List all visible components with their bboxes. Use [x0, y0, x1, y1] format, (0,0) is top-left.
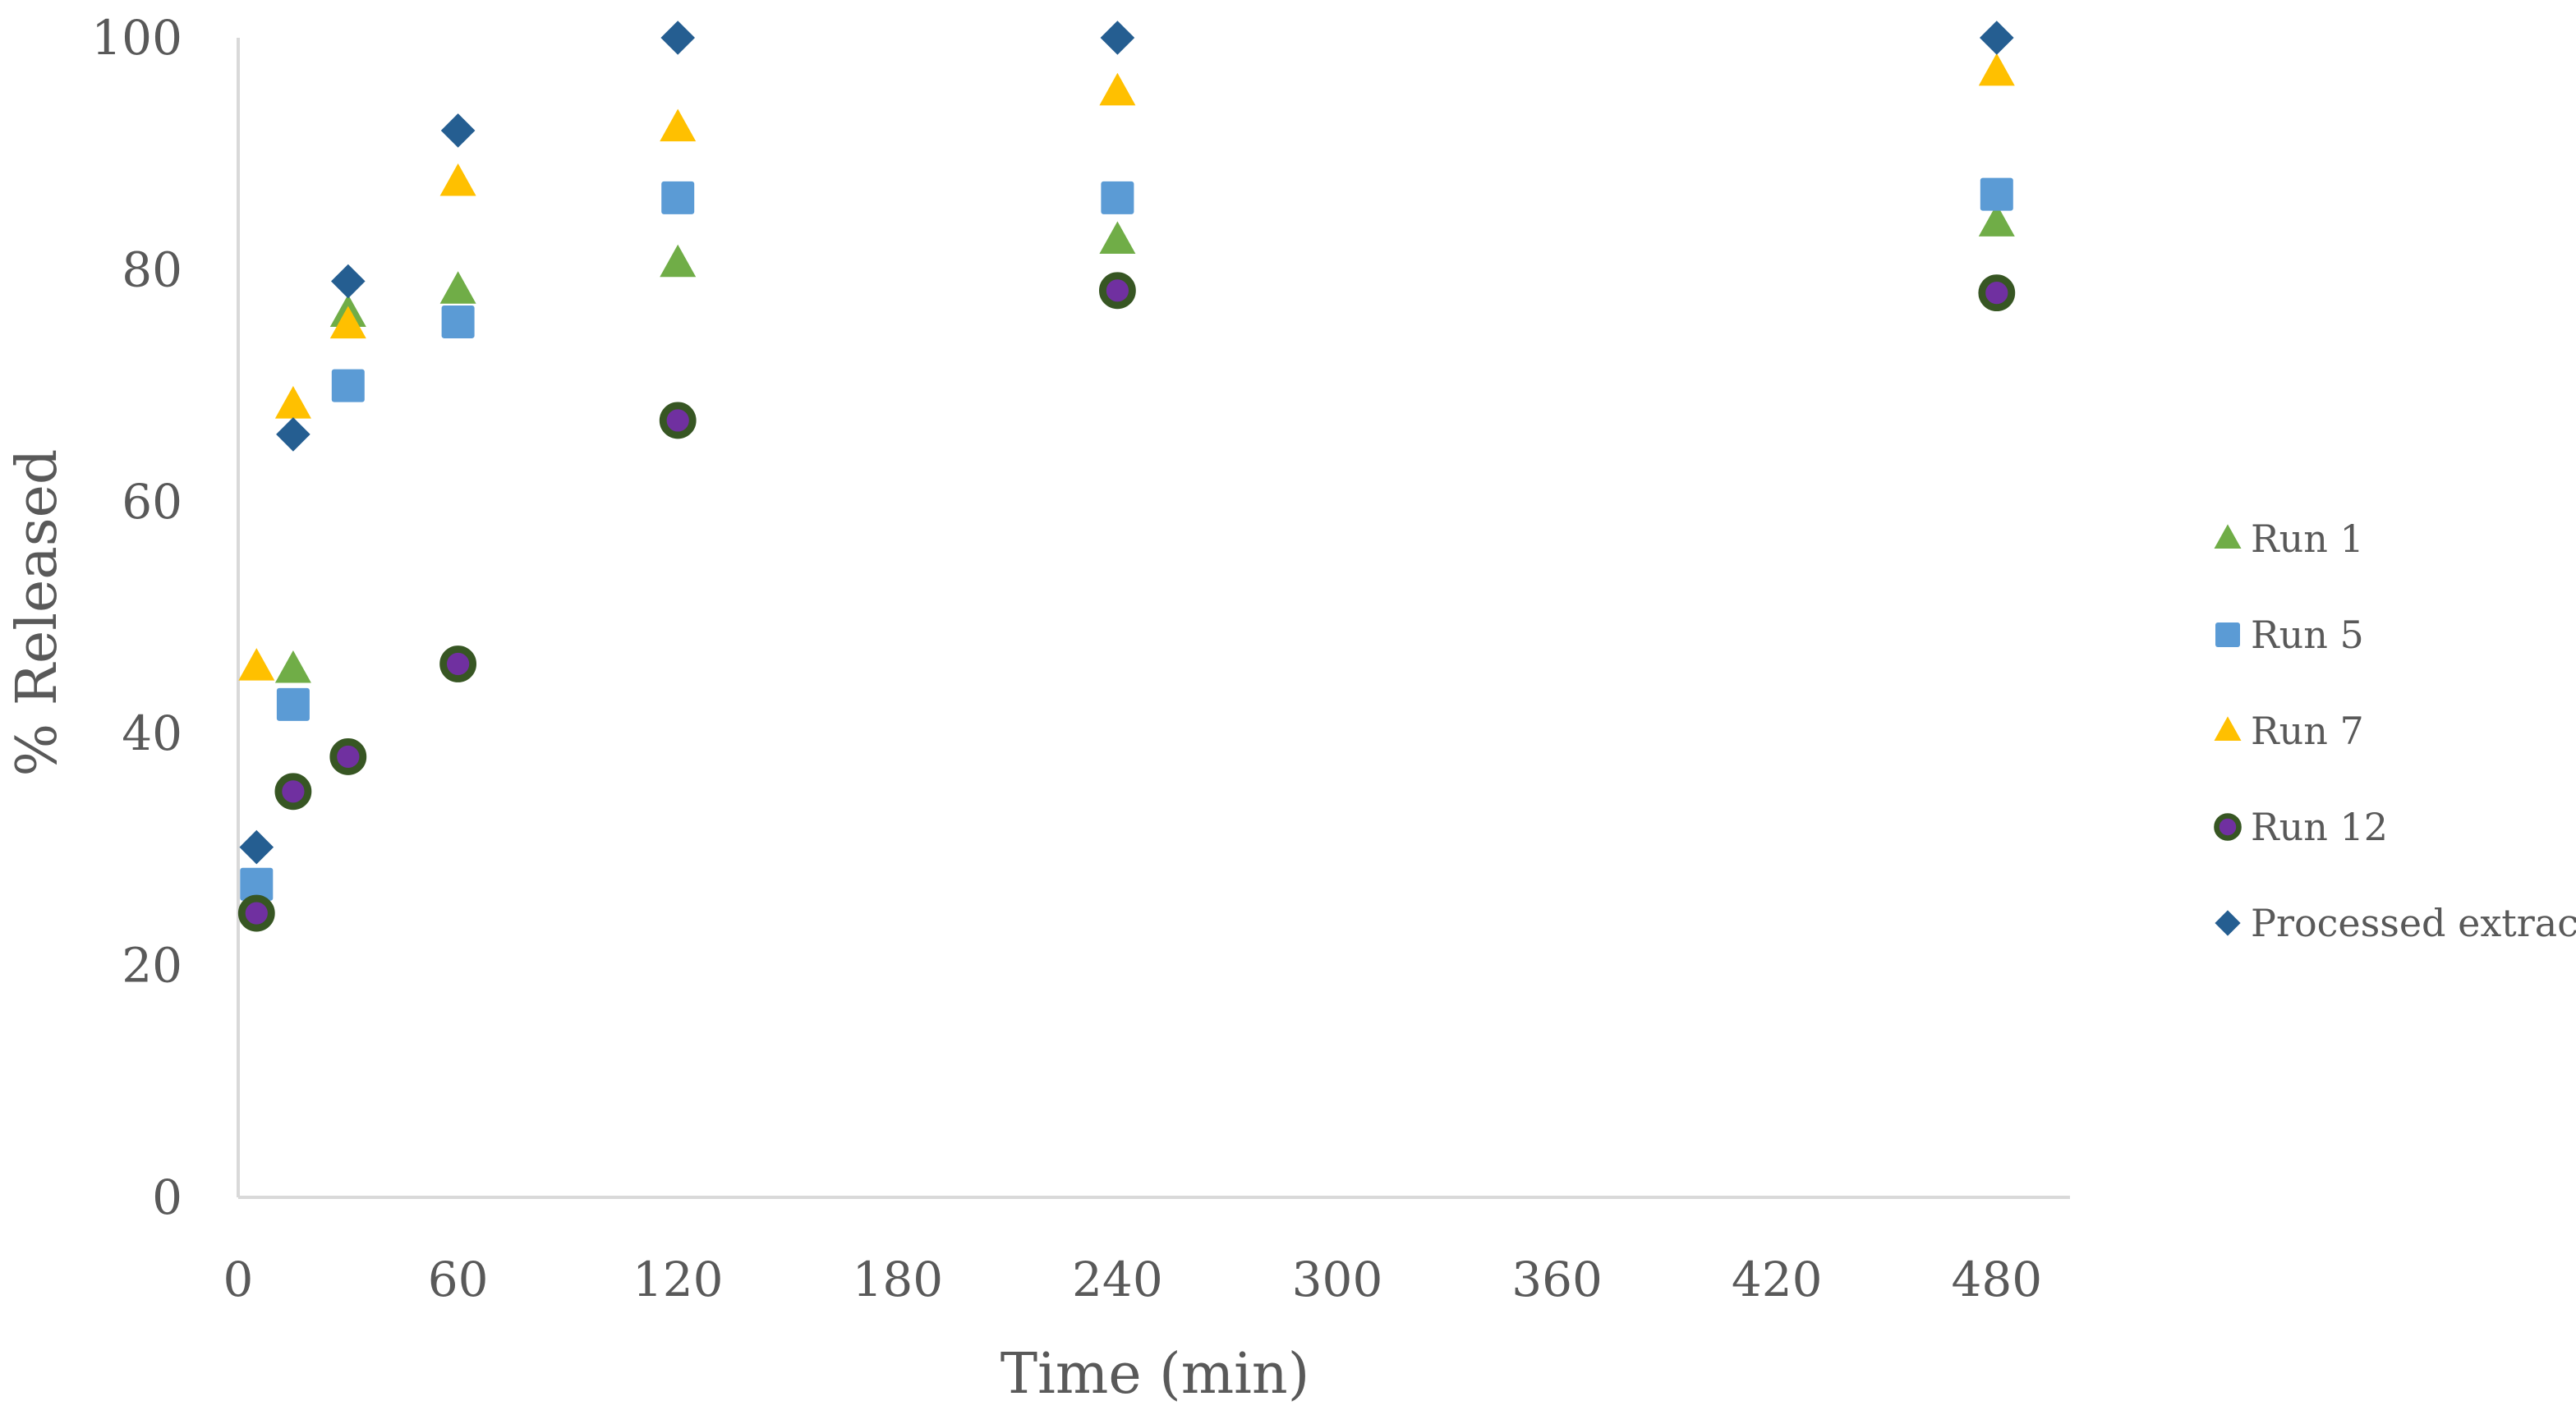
legend-item: Run 5 [2215, 613, 2364, 657]
data-point-triangle [2215, 716, 2242, 741]
x-tick-label: 240 [1072, 1252, 1163, 1307]
data-point-triangle [1099, 73, 1135, 106]
y-tick-label: 20 [122, 938, 182, 994]
y-tick-label: 100 [91, 10, 182, 66]
legend-item: Run 7 [2215, 709, 2364, 753]
data-point-triangle [660, 109, 696, 142]
series-run-12 [242, 276, 2012, 928]
data-point-diamond [276, 417, 310, 452]
data-point-circle [278, 777, 308, 806]
y-axis-title: % Released [5, 449, 70, 777]
x-tick-label: 120 [632, 1252, 724, 1307]
x-tick-label: 480 [1951, 1252, 2042, 1307]
tick-labels: 0 60 120 180 240 300 360 420 480 0 20 40 60 80 100 [91, 10, 2042, 1307]
legend-item: Processed extract [2215, 901, 2576, 945]
data-point-diamond [1101, 21, 1135, 55]
data-point-circle [1102, 276, 1132, 305]
data-point-square [661, 181, 694, 214]
x-tick-label: 60 [428, 1252, 489, 1307]
data-point-triangle [440, 271, 476, 304]
data-point-triangle [275, 386, 311, 419]
data-point-triangle [440, 163, 476, 196]
data-point-diamond [660, 21, 695, 55]
data-point-circle [2217, 816, 2239, 838]
legend-item: Run 12 [2217, 805, 2389, 849]
x-tick-label: 300 [1292, 1252, 1383, 1307]
data-point-triangle [2215, 524, 2242, 549]
series-run-7 [238, 53, 2015, 681]
data-point-triangle [1099, 222, 1135, 255]
x-tick-label: 420 [1732, 1252, 1823, 1307]
x-tick-label: 0 [223, 1252, 254, 1307]
data-point-square [1980, 178, 2013, 211]
data-point-square [1101, 181, 1134, 214]
axes [238, 38, 2070, 1197]
data-point-square [332, 370, 365, 402]
data-points [238, 21, 2015, 928]
legend-label: Run 5 [2251, 613, 2364, 657]
series-processed-extract [240, 21, 2014, 864]
y-tick-label: 0 [152, 1169, 182, 1225]
data-point-diamond [2215, 910, 2240, 935]
legend-label: Run 1 [2251, 517, 2364, 561]
data-point-diamond [441, 113, 476, 148]
legend-item: Run 1 [2215, 517, 2364, 561]
legend-label: Run 7 [2251, 709, 2364, 753]
data-point-circle [334, 742, 363, 771]
data-point-triangle [1979, 53, 2015, 86]
legend: Run 1 Run 5 Run 7 Run 12 Processed extract [2215, 517, 2576, 945]
x-tick-label: 180 [852, 1252, 943, 1307]
y-tick-label: 80 [122, 241, 182, 297]
data-point-triangle [275, 650, 311, 683]
data-point-circle [663, 406, 692, 435]
data-point-triangle [238, 648, 274, 681]
data-point-diamond [240, 830, 274, 865]
series-run-1 [275, 204, 2015, 682]
data-point-diamond [331, 264, 366, 299]
data-point-square [2215, 622, 2240, 647]
y-tick-label: 40 [122, 705, 182, 761]
x-axis-title: Time (min) [1000, 1342, 1310, 1407]
data-point-triangle [660, 245, 696, 278]
legend-label: Processed extract [2251, 901, 2576, 945]
x-tick-label: 360 [1511, 1252, 1603, 1307]
data-point-square [277, 688, 310, 721]
data-point-square [442, 305, 475, 338]
data-point-circle [444, 649, 473, 678]
data-point-diamond [1980, 21, 2014, 55]
data-point-circle [242, 898, 271, 928]
legend-label: Run 12 [2251, 805, 2388, 849]
y-tick-label: 60 [122, 474, 182, 530]
data-point-circle [1982, 278, 2012, 308]
